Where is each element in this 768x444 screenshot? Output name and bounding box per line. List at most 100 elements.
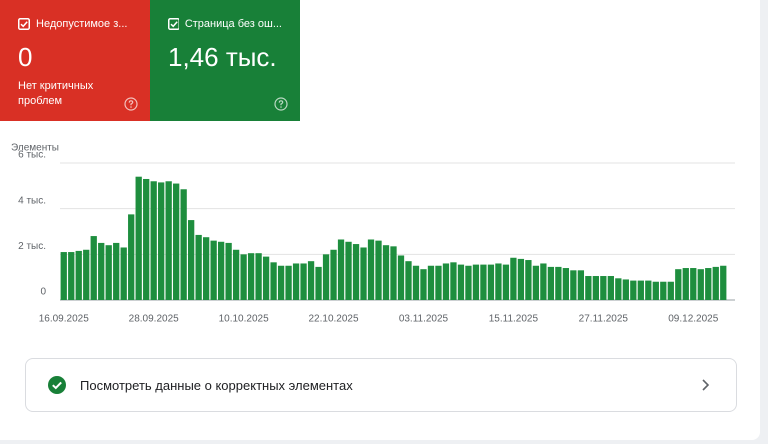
bar <box>412 265 420 300</box>
bar <box>607 276 614 300</box>
bar <box>570 270 577 300</box>
bar <box>202 237 210 300</box>
bar <box>90 236 97 300</box>
valid-card[interactable]: Страница без ош... 1,46 тыс. <box>150 0 300 121</box>
bar <box>690 268 697 300</box>
bar <box>622 279 629 300</box>
bar <box>420 269 427 300</box>
card-value: 1,46 тыс. <box>168 42 277 72</box>
bar <box>667 281 674 300</box>
bar <box>345 241 352 300</box>
bar <box>337 239 345 300</box>
bar <box>615 278 622 300</box>
x-tick-label: 03.11.2025 <box>399 314 449 325</box>
bar <box>592 276 599 300</box>
y-tick-label: 4 тыс. <box>18 195 46 206</box>
bar <box>525 260 532 300</box>
card-title: Страница без ош... <box>184 18 282 30</box>
bar <box>652 281 659 300</box>
bar <box>300 263 307 300</box>
bar <box>660 281 667 300</box>
bar <box>480 264 487 300</box>
bar <box>720 265 727 300</box>
bar <box>330 249 337 300</box>
bar <box>645 280 652 300</box>
bar <box>367 239 375 300</box>
bar <box>128 214 135 300</box>
bar <box>68 252 75 300</box>
bar <box>495 263 502 300</box>
bar <box>75 250 82 300</box>
bar <box>600 276 607 300</box>
bar <box>322 254 330 300</box>
card-value: 0 <box>18 42 33 72</box>
bar <box>270 262 277 300</box>
bar <box>232 249 240 300</box>
bar <box>60 252 67 300</box>
bar <box>255 253 262 300</box>
error-card[interactable]: Недопустимое з... 0 Нет критичных пробле… <box>0 0 150 121</box>
x-tick-label: 16.09.2025 <box>39 314 89 325</box>
bar <box>105 245 112 300</box>
card-subtitle: Нет критичных проблем <box>18 80 94 107</box>
y-tick-label: 0 <box>40 287 46 298</box>
bar <box>682 268 689 300</box>
bar <box>397 255 405 300</box>
bar <box>697 269 704 300</box>
bar <box>83 249 90 300</box>
x-tick-label: 15.11.2025 <box>489 314 539 325</box>
x-tick-label: 27.11.2025 <box>579 314 629 325</box>
x-tick-label: 10.10.2025 <box>219 314 269 325</box>
bar <box>135 176 142 300</box>
bar <box>585 276 592 300</box>
bar <box>225 242 232 300</box>
bar <box>173 183 180 300</box>
bar <box>517 258 525 300</box>
help-icon[interactable] <box>124 97 138 111</box>
bar <box>435 265 442 300</box>
bar <box>427 265 435 300</box>
bar <box>195 234 202 300</box>
bar <box>532 265 540 300</box>
bar <box>510 257 517 300</box>
bar <box>217 241 225 300</box>
chevron-icon <box>702 379 710 391</box>
bar <box>540 263 547 300</box>
bar <box>352 244 360 300</box>
bar <box>165 181 172 300</box>
chart: Элементы 0 2 тыс. 4 тыс. 6 тыс. 16.09.2025 28… <box>11 143 735 325</box>
bar <box>547 266 555 300</box>
bar <box>360 247 367 300</box>
bar <box>382 245 390 300</box>
link-label: Посмотреть данные о корректных элементах <box>80 377 353 393</box>
valid-items-link[interactable]: Посмотреть данные о корректных элементах <box>25 358 737 412</box>
bar <box>120 247 127 300</box>
bar <box>210 240 217 300</box>
card-header: Недопустимое з... <box>18 18 132 30</box>
bar <box>307 261 315 300</box>
x-tick-label: 22.10.2025 <box>309 314 359 325</box>
bar <box>450 262 457 300</box>
bar <box>390 246 397 300</box>
x-tick-label: 09.12.2025 <box>668 314 718 325</box>
bar <box>98 242 105 300</box>
bar <box>577 270 585 300</box>
card-title: Недопустимое з... <box>36 18 128 30</box>
bar <box>472 264 480 300</box>
checkbox-icon <box>18 18 30 30</box>
bar <box>405 261 412 300</box>
bar <box>315 266 322 300</box>
bar <box>285 265 292 300</box>
bar <box>240 254 247 300</box>
checkbox-icon <box>168 18 179 30</box>
bar <box>113 242 120 300</box>
bar <box>277 265 285 300</box>
bar <box>637 280 644 300</box>
bar <box>502 264 510 300</box>
y-tick-label: 6 тыс. <box>18 150 46 161</box>
check-circle-icon <box>48 376 66 394</box>
bar <box>247 253 255 300</box>
bar <box>180 189 187 300</box>
help-icon[interactable] <box>274 97 288 111</box>
